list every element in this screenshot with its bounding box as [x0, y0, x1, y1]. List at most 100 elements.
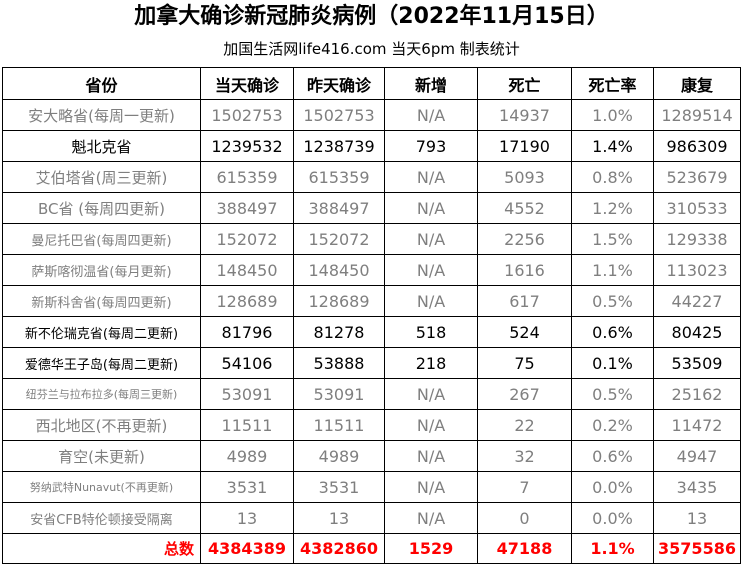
death-rate-cell: 0.6%: [571, 440, 654, 472]
yesterday-confirmed-cell: 152072: [293, 223, 385, 255]
province-cell: 安省CFB特伦顿接受隔离: [2, 502, 201, 534]
province-cell: 西北地区(不再更新): [2, 409, 201, 441]
new-cell: N/A: [384, 502, 478, 534]
new-cell: 218: [384, 347, 478, 379]
province-cell: 努纳武特Nunavut(不再更新): [2, 471, 201, 503]
today-confirmed-cell: 128689: [200, 285, 294, 317]
recovered-cell: 4947: [653, 440, 741, 472]
death-rate-cell: 0.5%: [571, 378, 654, 410]
column-header-recovered: 康复: [653, 67, 741, 100]
death-rate-cell: 0.8%: [571, 161, 654, 193]
deaths-cell: 2256: [477, 223, 572, 255]
total-label-cell: 总数: [2, 533, 201, 564]
yesterday-confirmed-cell: 53091: [293, 378, 385, 410]
total-death-rate-cell: 1.1%: [571, 533, 654, 564]
table-row: 新不伦瑞克省(每周二更新) 81796 81278 518 524 0.6% 8…: [2, 316, 741, 348]
yesterday-confirmed-cell: 1238739: [293, 130, 385, 162]
page-title: 加拿大确诊新冠肺炎病例（2022年11月15日）: [134, 4, 609, 29]
today-confirmed-cell: 11511: [200, 409, 294, 441]
table-row: 西北地区(不再更新) 11511 11511 N/A 22 0.2% 11472: [2, 409, 741, 441]
death-rate-cell: 0.0%: [571, 471, 654, 503]
yesterday-confirmed-cell: 615359: [293, 161, 385, 193]
total-deaths-cell: 47188: [477, 533, 572, 564]
table-row: 艾伯塔省(周三更新) 615359 615359 N/A 5093 0.8% 5…: [2, 161, 741, 193]
column-header-province: 省份: [2, 67, 201, 100]
recovered-cell: 80425: [653, 316, 741, 348]
recovered-cell: 1289514: [653, 99, 741, 131]
new-cell: N/A: [384, 378, 478, 410]
table-row: 萨斯喀彻温省(每月更新) 148450 148450 N/A 1616 1.1%…: [2, 254, 741, 286]
recovered-cell: 310533: [653, 192, 741, 224]
new-cell: N/A: [384, 285, 478, 317]
yesterday-confirmed-cell: 3531: [293, 471, 385, 503]
new-cell: 793: [384, 130, 478, 162]
province-cell: 魁北克省: [2, 130, 201, 162]
deaths-cell: 617: [477, 285, 572, 317]
recovered-cell: 3435: [653, 471, 741, 503]
province-cell: 萨斯喀彻温省(每月更新): [2, 254, 201, 286]
deaths-cell: 32: [477, 440, 572, 472]
cases-table: 省份 当天确诊 昨天确诊 新增 死亡 死亡率 康复 安大略省(每周一更新) 15…: [2, 67, 741, 564]
province-cell: 爱德华王子岛(每周二更新): [2, 347, 201, 379]
deaths-cell: 4552: [477, 192, 572, 224]
today-confirmed-cell: 152072: [200, 223, 294, 255]
column-header-today-confirmed: 当天确诊: [200, 67, 294, 100]
table-header-row: 省份 当天确诊 昨天确诊 新增 死亡 死亡率 康复: [2, 67, 741, 100]
deaths-cell: 14937: [477, 99, 572, 131]
death-rate-cell: 0.2%: [571, 409, 654, 441]
province-cell: 纽芬兰与拉布拉多(每周三更新): [2, 378, 201, 410]
column-header-death-rate: 死亡率: [571, 67, 654, 100]
new-cell: N/A: [384, 223, 478, 255]
yesterday-confirmed-cell: 81278: [293, 316, 385, 348]
new-cell: N/A: [384, 161, 478, 193]
column-header-new: 新增: [384, 67, 478, 100]
yesterday-confirmed-cell: 11511: [293, 409, 385, 441]
new-cell: N/A: [384, 99, 478, 131]
death-rate-cell: 0.0%: [571, 502, 654, 534]
today-confirmed-cell: 13: [200, 502, 294, 534]
column-header-deaths: 死亡: [477, 67, 572, 100]
yesterday-confirmed-cell: 148450: [293, 254, 385, 286]
today-confirmed-cell: 53091: [200, 378, 294, 410]
column-header-yesterday-confirmed: 昨天确诊: [293, 67, 385, 100]
province-cell: 曼尼托巴省(每周四更新): [2, 223, 201, 255]
deaths-cell: 75: [477, 347, 572, 379]
table-row: 魁北克省 1239532 1238739 793 17190 1.4% 9863…: [2, 130, 741, 162]
death-rate-cell: 0.6%: [571, 316, 654, 348]
today-confirmed-cell: 3531: [200, 471, 294, 503]
province-cell: 安大略省(每周一更新): [2, 99, 201, 131]
deaths-cell: 5093: [477, 161, 572, 193]
today-confirmed-cell: 148450: [200, 254, 294, 286]
total-recovered-cell: 3575586: [653, 533, 741, 564]
deaths-cell: 1616: [477, 254, 572, 286]
yesterday-confirmed-cell: 388497: [293, 192, 385, 224]
recovered-cell: 11472: [653, 409, 741, 441]
province-cell: BC省 (每周四更新): [2, 192, 201, 224]
death-rate-cell: 1.5%: [571, 223, 654, 255]
recovered-cell: 523679: [653, 161, 741, 193]
recovered-cell: 53509: [653, 347, 741, 379]
today-confirmed-cell: 4989: [200, 440, 294, 472]
today-confirmed-cell: 1502753: [200, 99, 294, 131]
new-cell: 518: [384, 316, 478, 348]
total-row: 总数 4384389 4382860 1529 47188 1.1% 35755…: [2, 533, 741, 564]
new-cell: N/A: [384, 192, 478, 224]
table-row: 爱德华王子岛(每周二更新) 54106 53888 218 75 0.1% 53…: [2, 347, 741, 379]
yesterday-confirmed-cell: 4989: [293, 440, 385, 472]
yesterday-confirmed-cell: 13: [293, 502, 385, 534]
deaths-cell: 524: [477, 316, 572, 348]
yesterday-confirmed-cell: 1502753: [293, 99, 385, 131]
table-row: 新斯科舍省(每周四更新) 128689 128689 N/A 617 0.5% …: [2, 285, 741, 317]
today-confirmed-cell: 81796: [200, 316, 294, 348]
death-rate-cell: 1.4%: [571, 130, 654, 162]
table-row: 纽芬兰与拉布拉多(每周三更新) 53091 53091 N/A 267 0.5%…: [2, 378, 741, 410]
total-today-confirmed-cell: 4384389: [200, 533, 294, 564]
province-cell: 艾伯塔省(周三更新): [2, 161, 201, 193]
recovered-cell: 129338: [653, 223, 741, 255]
new-cell: N/A: [384, 440, 478, 472]
recovered-cell: 986309: [653, 130, 741, 162]
death-rate-cell: 1.1%: [571, 254, 654, 286]
province-cell: 新不伦瑞克省(每周二更新): [2, 316, 201, 348]
total-new-cell: 1529: [384, 533, 478, 564]
today-confirmed-cell: 1239532: [200, 130, 294, 162]
